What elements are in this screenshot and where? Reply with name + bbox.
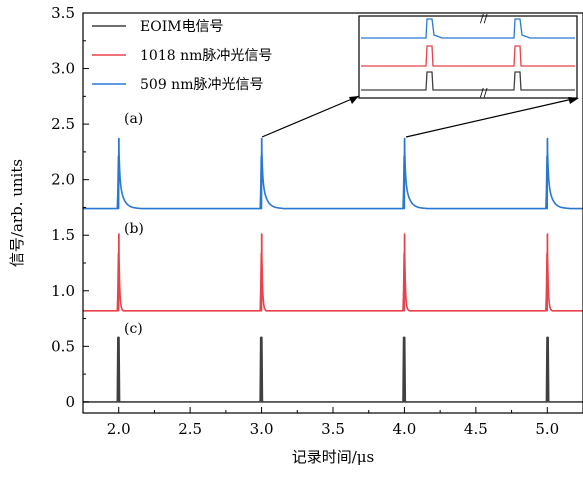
zoom-arrows	[261, 95, 579, 138]
x-tick-label: 4.0	[392, 420, 416, 438]
zoom-arrow-right-head	[568, 97, 579, 104]
inset-traces	[361, 18, 575, 91]
x-axis: 2.0 2.5 3.0 3.5 4.0 4.5 5.0	[107, 407, 559, 438]
series-layer	[82, 137, 583, 403]
x-tick-label: 2.0	[107, 420, 131, 438]
zoom-arrow-left-head	[349, 96, 359, 104]
x-axis-title: 记录时间/μs	[292, 448, 375, 466]
legend: EOIM电信号 1018 nm脉冲光信号 509 nm脉冲光信号	[92, 19, 272, 93]
panel-label-b: (b)	[124, 221, 144, 237]
inset-trace	[361, 45, 575, 67]
x-tick-label: 4.5	[464, 420, 488, 438]
y-tick-label: 1.0	[51, 282, 75, 300]
legend-label-eoim: EOIM电信号	[140, 19, 224, 35]
x-tick-label: 2.5	[178, 420, 202, 438]
y-axis: 0 0.5 1.0 1.5 2.0 2.5 3.0 3.5	[51, 4, 89, 411]
series-line	[82, 233, 583, 312]
y-tick-label: 3.5	[51, 4, 75, 22]
zoom-arrow-right	[405, 97, 578, 138]
legend-label-1018: 1018 nm脉冲光信号	[140, 48, 272, 64]
inset-break-top: //	[480, 12, 488, 25]
series-line	[82, 137, 583, 210]
x-tick-label: 5.0	[535, 420, 559, 438]
series-line	[82, 336, 583, 403]
legend-label-509: 509 nm脉冲光信号	[140, 77, 263, 93]
inset-trace	[361, 71, 575, 91]
y-tick-label: 0	[65, 393, 75, 411]
y-tick-label: 2.5	[51, 115, 75, 133]
panel-label-a: (a)	[124, 111, 143, 127]
inset-trace	[361, 18, 575, 39]
x-tick-label: 3.0	[250, 420, 274, 438]
y-tick-label: 2.0	[51, 171, 75, 189]
y-axis-title: 信号/arb. units	[8, 159, 26, 267]
x-tick-label: 3.5	[321, 420, 345, 438]
inset-break-bottom: //	[480, 86, 488, 99]
panel-label-c: (c)	[124, 321, 143, 337]
y-tick-label: 0.5	[51, 337, 75, 355]
inset-frame	[358, 15, 578, 99]
y-tick-label: 3.0	[51, 60, 75, 78]
zoom-arrow-left	[261, 95, 360, 138]
inset: // //	[358, 12, 578, 99]
y-tick-label: 1.5	[51, 226, 75, 244]
